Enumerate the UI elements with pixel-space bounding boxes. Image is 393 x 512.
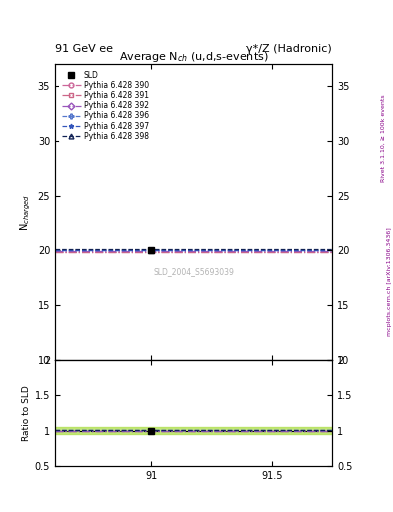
Bar <box>55 427 332 434</box>
Legend: SLD, Pythia 6.428 390, Pythia 6.428 391, Pythia 6.428 392, Pythia 6.428 396, Pyt: SLD, Pythia 6.428 390, Pythia 6.428 391,… <box>59 69 151 143</box>
Text: mcplots.cern.ch [arXiv:1306.3436]: mcplots.cern.ch [arXiv:1306.3436] <box>387 227 391 336</box>
Text: γ*/Z (Hadronic): γ*/Z (Hadronic) <box>246 44 332 54</box>
Text: SLD_2004_S5693039: SLD_2004_S5693039 <box>153 267 234 276</box>
Text: Rivet 3.1.10, ≥ 100k events: Rivet 3.1.10, ≥ 100k events <box>381 94 386 182</box>
Y-axis label: Ratio to SLD: Ratio to SLD <box>22 385 31 441</box>
Title: Average N$_{ch}$ (u,d,s-events): Average N$_{ch}$ (u,d,s-events) <box>119 50 268 64</box>
Y-axis label: N$_{charged}$: N$_{charged}$ <box>19 194 33 231</box>
Text: 91 GeV ee: 91 GeV ee <box>55 44 113 54</box>
